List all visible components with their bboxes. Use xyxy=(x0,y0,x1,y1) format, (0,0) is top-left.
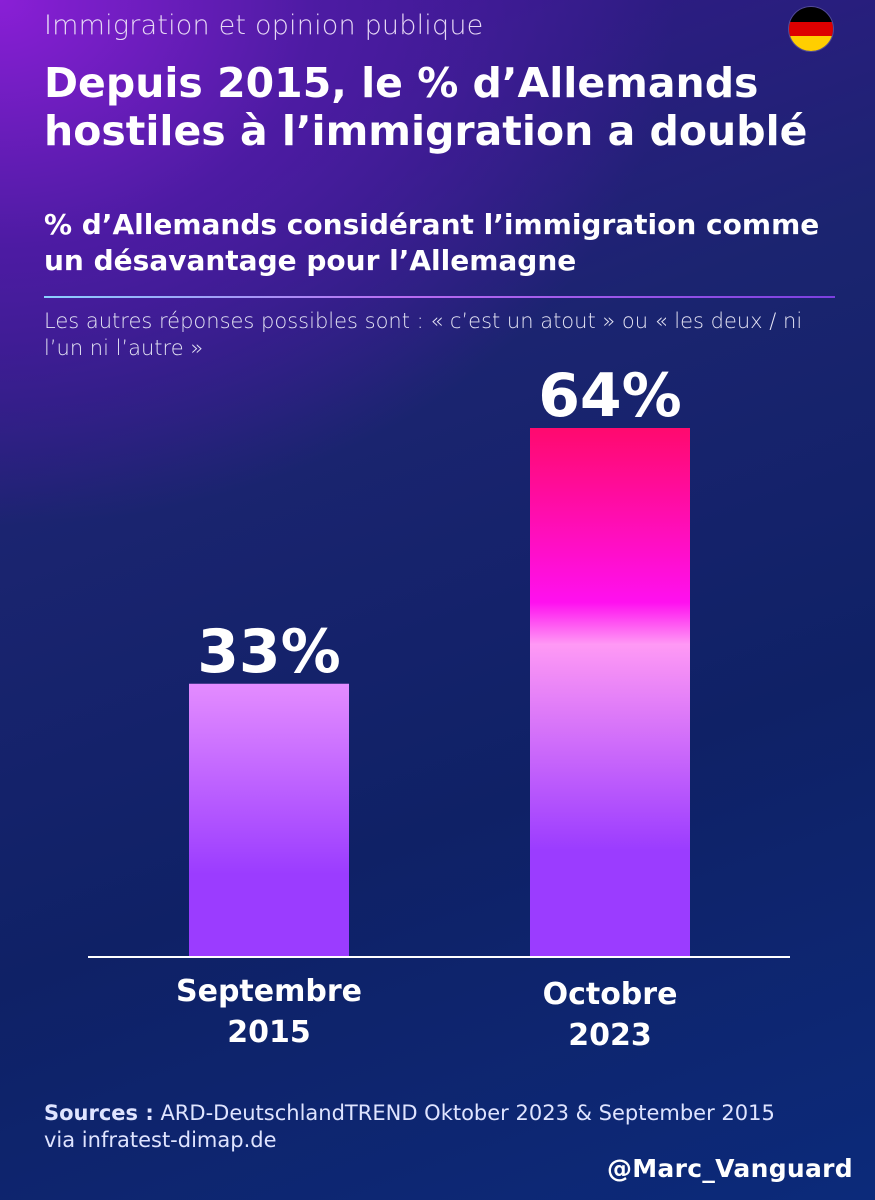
flag-stripe-black xyxy=(789,7,833,22)
bar-chart: 33% 64% xyxy=(189,361,690,956)
flag-stripe-red xyxy=(789,21,833,37)
germany-flag-icon xyxy=(789,7,833,51)
category-label-line: Septembre xyxy=(176,974,362,1009)
bar-1 xyxy=(530,428,690,956)
category-label-line: 2015 xyxy=(227,1014,311,1050)
sources: Sources : ARD-DeutschlandTREND Oktober 2… xyxy=(44,1100,844,1155)
value-label-0: 33% xyxy=(197,617,341,687)
sources-line2: via infratest-dimap.de xyxy=(44,1128,277,1153)
kicker: Immigration et opinion publique xyxy=(44,10,484,41)
author-handle: @Marc_Vanguard xyxy=(606,1154,853,1183)
category-label-line: Octobre xyxy=(542,977,678,1012)
category-label-1: Octobre 2023 xyxy=(480,975,740,1056)
category-label-line: 2023 xyxy=(568,1017,652,1053)
flag-stripe-gold xyxy=(789,36,833,51)
sources-lead: Sources : xyxy=(44,1101,154,1125)
category-label-0: Septembre 2015 xyxy=(139,972,399,1053)
value-label-1: 64% xyxy=(538,361,682,431)
page-title: Depuis 2015, le % d’Allemands hostiles à… xyxy=(44,59,808,155)
chart-title: % d’Allemands considérant l’immigration … xyxy=(44,208,820,278)
bar-0 xyxy=(189,683,349,956)
sources-text: ARD-DeutschlandTREND Oktober 2023 & Sept… xyxy=(153,1101,775,1125)
divider xyxy=(44,296,835,298)
chart-note: Les autres réponses possibles sont : « c… xyxy=(44,309,803,361)
